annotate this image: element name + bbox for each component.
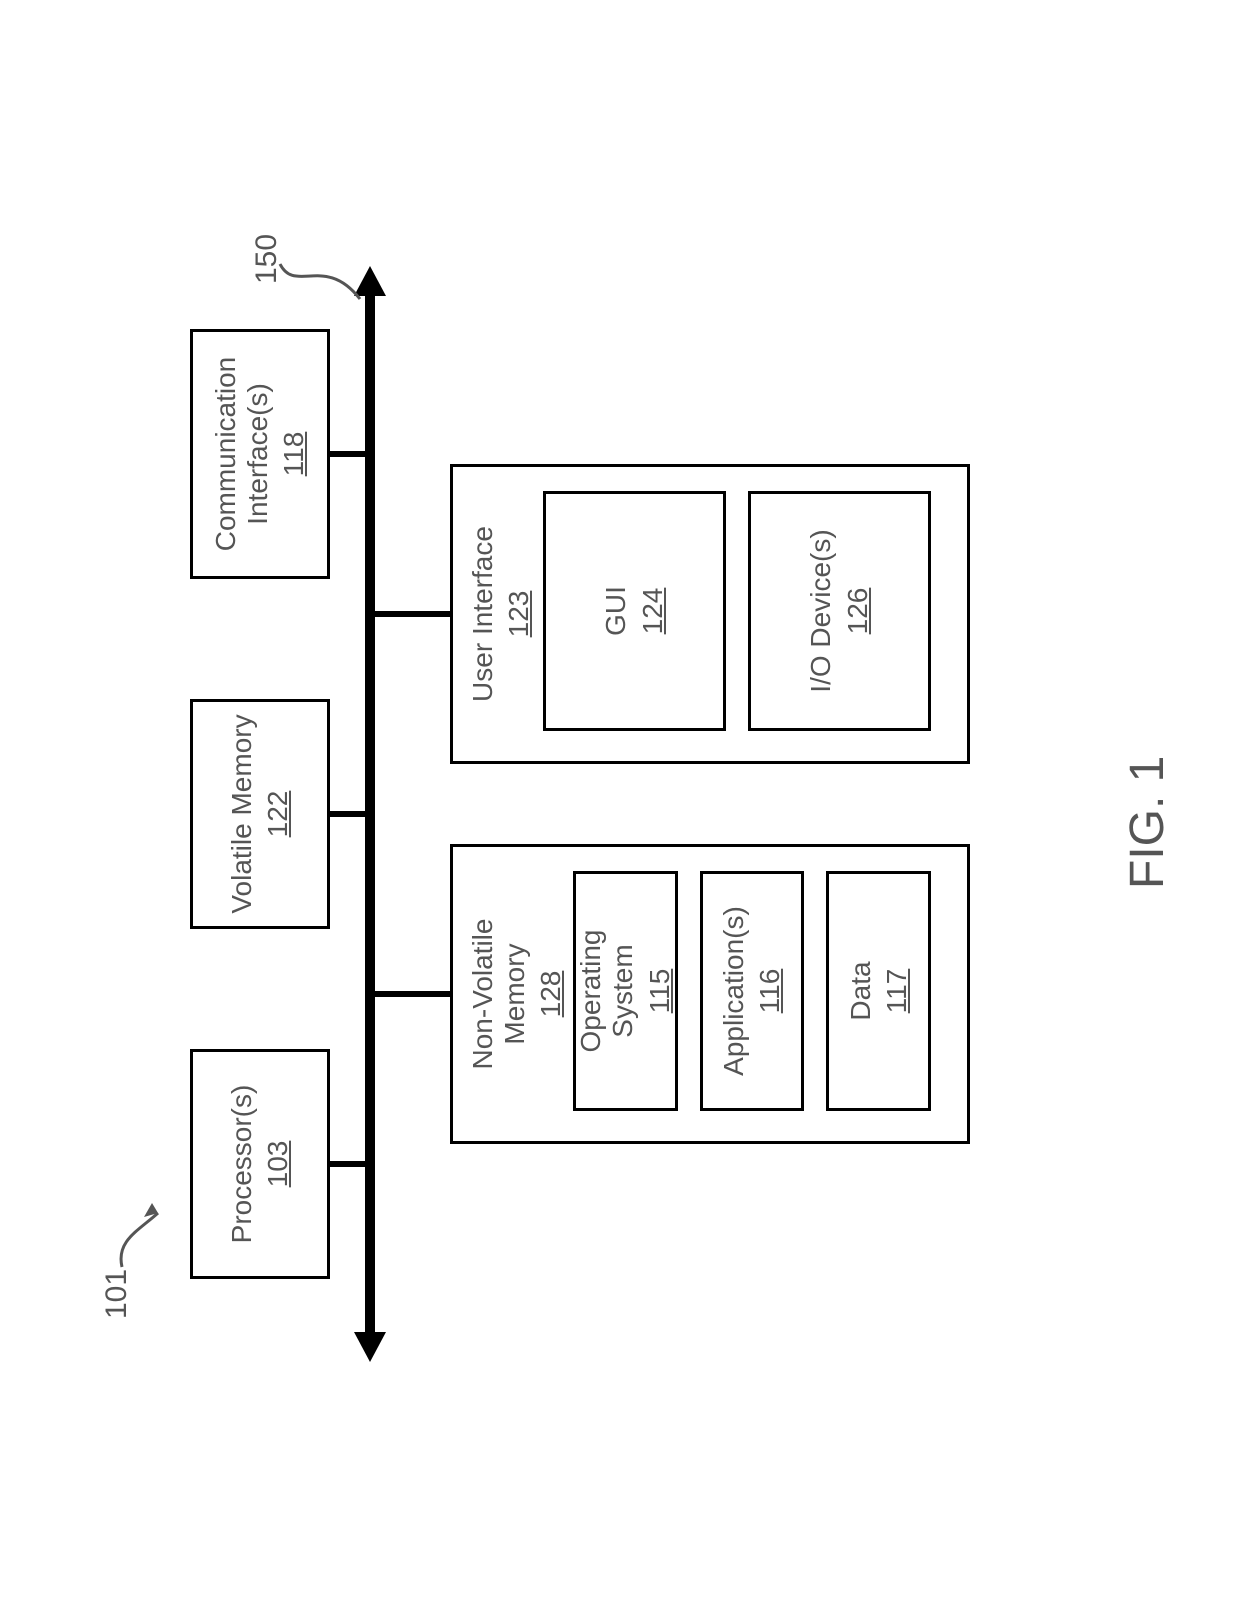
io-number: 126 — [842, 588, 874, 635]
processor-connector — [330, 1161, 365, 1167]
apps-block: Application(s)116 — [700, 871, 805, 1111]
processor-label: Processor(s) — [226, 1085, 258, 1244]
bus-arrow-left-icon — [354, 1332, 386, 1362]
system-ref-leader-icon — [108, 1191, 178, 1271]
processor-number: 103 — [262, 1141, 294, 1188]
system-ref-label: 101 — [100, 1269, 134, 1319]
volmem-number: 122 — [262, 791, 294, 838]
bus-line — [365, 294, 375, 1334]
apps-number: 116 — [754, 969, 786, 1014]
io-block: I/O Device(s)126 — [748, 491, 931, 731]
comm-block: CommunicationInterface(s)118 — [190, 329, 330, 579]
comm-label: CommunicationInterface(s) — [210, 357, 274, 552]
data-label: Data — [845, 961, 877, 1020]
ui-connector — [375, 611, 450, 617]
ui-number: 123 — [503, 467, 535, 761]
figure-label: FIG. 1 — [1120, 756, 1175, 889]
data-block: Data117 — [826, 871, 931, 1111]
nvmem-connector — [375, 991, 450, 997]
gui-label: GUI — [600, 586, 632, 636]
nvmem-label: Non-VolatileMemory — [467, 847, 531, 1141]
processor-block: Processor(s)103 — [190, 1049, 330, 1279]
ui-block: User Interface123GUI124I/O Device(s)126 — [450, 464, 970, 764]
os-number: 115 — [644, 969, 676, 1014]
ui-label: User Interface — [467, 467, 499, 761]
gui-number: 124 — [637, 588, 669, 635]
nvmem-block: Non-VolatileMemory128OperatingSystem115A… — [450, 844, 970, 1144]
io-label: I/O Device(s) — [805, 529, 837, 692]
gui-block: GUI124 — [543, 491, 726, 731]
bus-ref-leader-icon — [275, 234, 375, 314]
volmem-block: Volatile Memory122 — [190, 699, 330, 929]
volmem-label: Volatile Memory — [226, 714, 258, 913]
data-number: 117 — [881, 969, 913, 1014]
os-block: OperatingSystem115 — [573, 871, 678, 1111]
nvmem-number: 128 — [535, 847, 567, 1141]
volmem-connector — [330, 811, 365, 817]
os-label: OperatingSystem — [575, 930, 639, 1053]
comm-number: 118 — [278, 432, 310, 477]
apps-label: Application(s) — [718, 906, 750, 1076]
comm-connector — [330, 451, 365, 457]
